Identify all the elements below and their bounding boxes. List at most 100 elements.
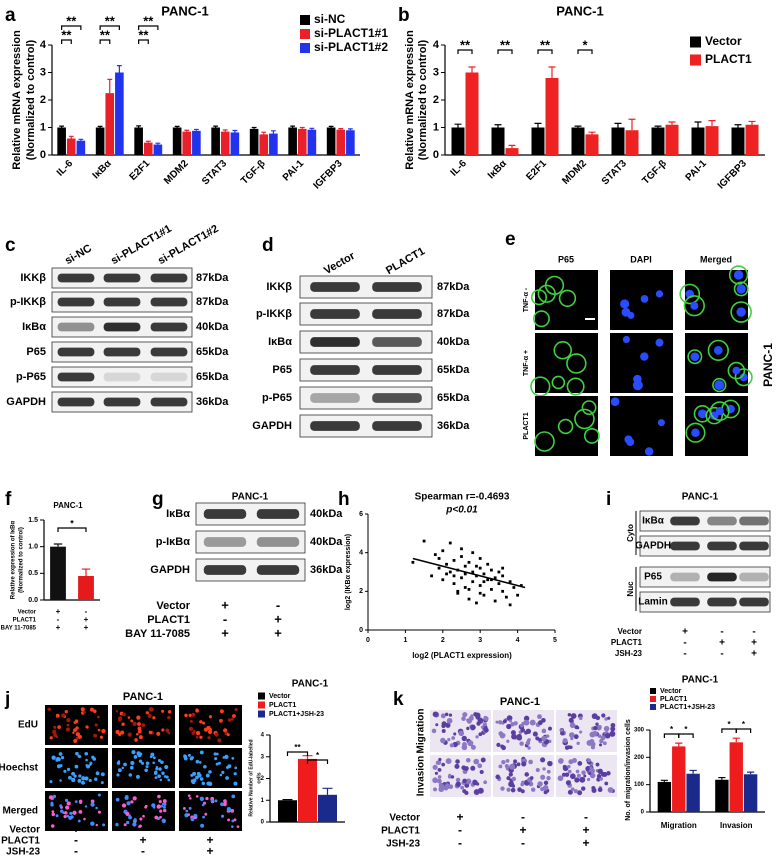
- cell: [540, 757, 546, 763]
- cell: [568, 717, 574, 723]
- cell: [189, 797, 192, 800]
- cell: [115, 729, 120, 735]
- point: [478, 584, 482, 587]
- cell: [498, 764, 503, 769]
- cell: [217, 738, 222, 743]
- cell: [201, 803, 205, 807]
- blot-band: [372, 393, 422, 403]
- significance-bracket: [138, 39, 149, 44]
- cell: [185, 809, 189, 813]
- nucleus: [690, 301, 699, 310]
- point: [460, 547, 463, 551]
- error-bar: [290, 125, 296, 128]
- cell: [501, 745, 506, 751]
- cell: [202, 815, 205, 819]
- cell: [444, 712, 449, 717]
- significance-label: **: [100, 27, 111, 42]
- cell: [593, 725, 598, 731]
- x-tick-label: E2F1: [128, 158, 153, 183]
- cell: [145, 765, 149, 769]
- cell: [188, 713, 192, 717]
- cell: [495, 720, 499, 724]
- cell: [222, 756, 226, 759]
- cell: [558, 758, 564, 764]
- cell: [223, 728, 228, 733]
- condition-label: PLACT1: [13, 618, 37, 624]
- size-label: 36kDa: [310, 564, 343, 576]
- cell: [483, 715, 488, 720]
- bar: [153, 144, 163, 155]
- protein-label: P65: [644, 572, 662, 583]
- cell: [145, 761, 150, 766]
- cell: [432, 764, 438, 770]
- cell: [436, 778, 442, 784]
- cell: [464, 790, 469, 796]
- blot-strip: [51, 366, 193, 388]
- cell: [79, 801, 83, 805]
- cell: [567, 780, 571, 784]
- cell: [215, 762, 219, 766]
- error-bar: [689, 769, 697, 774]
- significance-bracket: [663, 733, 680, 738]
- condition-label: PLACT1: [1, 836, 40, 847]
- protein-label: GAPDH: [6, 396, 46, 408]
- condition-sign: +: [582, 836, 589, 850]
- cell: [516, 733, 522, 740]
- cell: [479, 769, 484, 775]
- cell: [587, 758, 591, 763]
- significance-label: *: [582, 37, 588, 52]
- cell: [49, 736, 53, 740]
- significance-bracket: [721, 728, 737, 733]
- point: [467, 588, 471, 591]
- point: [519, 584, 523, 587]
- y-tick-label: 0: [641, 810, 645, 816]
- point: [475, 574, 478, 578]
- cell: [225, 776, 229, 780]
- protein-label: IκBα: [642, 516, 665, 527]
- protein-label: p-IKKβ: [10, 296, 46, 308]
- cell: [224, 754, 229, 759]
- cell: [90, 799, 95, 804]
- cell: [60, 809, 64, 813]
- cell: [138, 824, 142, 828]
- point: [445, 572, 448, 576]
- legend-label: PLACT1+JSH-23: [660, 704, 715, 711]
- cell: [117, 768, 122, 773]
- cell: [71, 771, 75, 776]
- point: [422, 539, 426, 543]
- blot-title: PANC-1: [232, 492, 269, 503]
- cell: [506, 715, 513, 721]
- blot-title: PANC-1: [682, 492, 719, 503]
- cell: [534, 431, 555, 452]
- cell: [190, 817, 195, 822]
- point: [433, 553, 437, 556]
- condition-sign: +: [751, 638, 757, 649]
- micrograph: [535, 270, 598, 330]
- cell: [165, 728, 170, 733]
- error-bar: [282, 798, 293, 801]
- cell: [529, 776, 534, 780]
- cell: [482, 722, 487, 727]
- cell: [541, 728, 547, 734]
- cell: [78, 809, 83, 814]
- protein-label: IκBα: [22, 321, 46, 333]
- significance-label: **: [540, 37, 551, 52]
- error-bar: [155, 142, 161, 145]
- bar: [259, 134, 269, 155]
- cell: [477, 718, 484, 724]
- point: [445, 562, 448, 566]
- cell: [132, 822, 137, 827]
- cell: [192, 729, 196, 733]
- cell: [74, 800, 78, 804]
- cell: [144, 768, 148, 773]
- cell: [167, 715, 171, 720]
- cell: [566, 745, 571, 749]
- cell: [574, 725, 579, 730]
- cell: [195, 795, 199, 798]
- blot-band: [372, 421, 422, 431]
- cell: [64, 798, 69, 802]
- cell: [569, 722, 576, 729]
- cell: [188, 806, 192, 810]
- cell: [596, 773, 602, 779]
- cell: [129, 765, 134, 770]
